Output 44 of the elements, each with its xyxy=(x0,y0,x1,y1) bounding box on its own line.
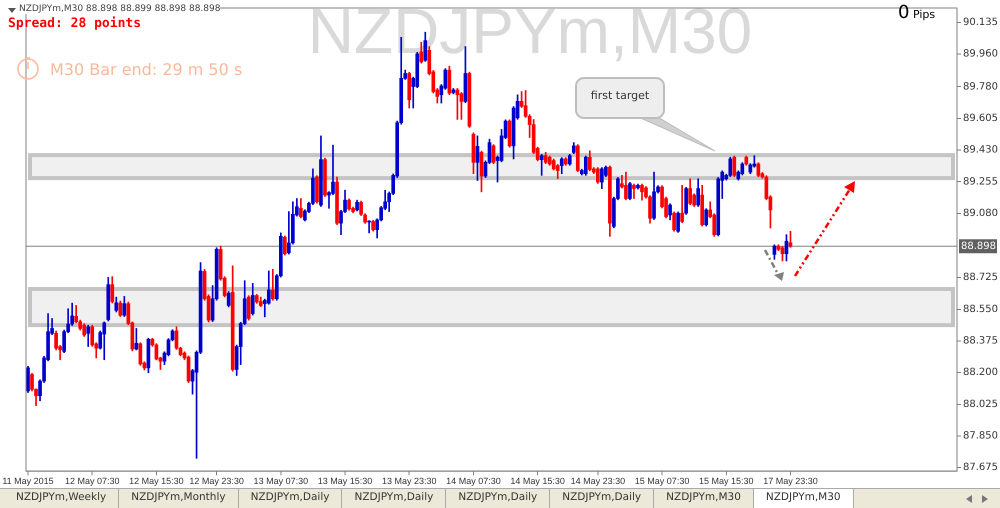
y-tick-label: 89.780 xyxy=(963,81,998,92)
y-tick-label: 87.850 xyxy=(963,430,998,442)
x-tick-label: 13 May 15:30 xyxy=(318,476,372,486)
x-tick-label: 14 May 15:30 xyxy=(510,476,565,486)
y-tick-label: 88.200 xyxy=(963,367,998,378)
y-tick-label: 88.725 xyxy=(963,272,998,284)
y-tick-label: 89.080 xyxy=(963,208,998,219)
text: NZDJPYm,Daily xyxy=(342,489,446,508)
x-tick-label: 12 May 15:30 xyxy=(129,476,184,486)
ref-line-label: 88.898 xyxy=(961,240,996,252)
text: NZDJPYm,Daily xyxy=(446,489,550,508)
annotation: 0 Pips xyxy=(898,2,936,23)
text: NZDJPYm,M30 xyxy=(654,489,754,508)
x-tick-label: 11 May 2015 xyxy=(2,476,54,486)
x-tick-label: 14 May 23:30 xyxy=(570,476,626,486)
x-tick-label: 13 May 23:30 xyxy=(382,476,437,486)
x-tick-label: 14 May 07:30 xyxy=(446,476,501,486)
y-tick-label: 89.430 xyxy=(963,144,998,156)
text: NZDJPYm,Monthly xyxy=(119,489,239,508)
text: NZDJPYm,M30 xyxy=(754,489,854,508)
annotation: first target xyxy=(590,89,650,102)
y-tick-label: 89.605 xyxy=(963,112,998,124)
y-tick-label: 89.255 xyxy=(963,176,998,188)
text: NZDJPYm,Weekly xyxy=(4,489,120,508)
chart-title: NZDJPYm,M30 88.898 88.899 88.898 88.898 xyxy=(19,4,220,14)
x-tick-label: 13 May 07:30 xyxy=(254,476,308,486)
candlestick xyxy=(788,230,792,248)
annotation: Spread: 28 points xyxy=(8,16,142,31)
y-tick-label: 88.375 xyxy=(963,336,998,347)
x-tick-label: 12 May 07:30 xyxy=(64,476,120,486)
y-tick-label: 87.675 xyxy=(963,462,998,474)
candlestick xyxy=(632,184,636,199)
y-tick-label: 90.135 xyxy=(963,17,998,28)
x-tick-label: 15 May 15:30 xyxy=(698,476,754,486)
y-tick-label: 88.025 xyxy=(963,398,998,410)
x-tick-label: 12 May 23:30 xyxy=(189,476,244,486)
y-tick-label: 88.550 xyxy=(963,304,998,315)
x-tick-label: 17 May 23:30 xyxy=(763,476,818,486)
annotation: M30 Bar end: 29 m 50 s xyxy=(50,60,242,79)
y-tick-label: 89.960 xyxy=(963,48,998,60)
text: NZDJPYm,Daily xyxy=(238,489,342,508)
speech-callout: first target xyxy=(574,76,716,152)
x-tick-label: 15 May 07:30 xyxy=(634,476,690,486)
text: NZDJPYm,Daily xyxy=(550,489,654,508)
